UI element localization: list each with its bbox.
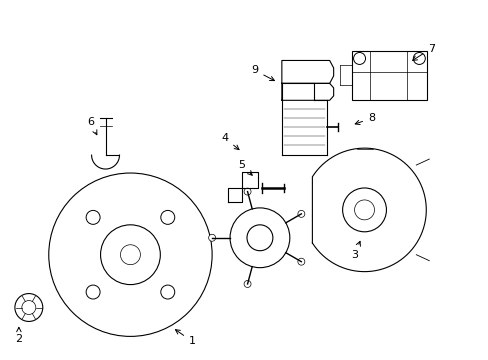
Text: 3: 3 [350, 241, 360, 260]
Circle shape [297, 210, 304, 217]
Text: 5: 5 [238, 160, 252, 175]
Circle shape [244, 188, 250, 195]
Text: 7: 7 [412, 44, 434, 60]
Circle shape [297, 258, 304, 265]
Text: 2: 2 [15, 327, 22, 345]
Text: 8: 8 [354, 113, 374, 125]
Circle shape [208, 234, 215, 241]
Circle shape [244, 280, 250, 287]
Text: 4: 4 [221, 133, 239, 150]
Text: 9: 9 [251, 66, 274, 81]
Text: 1: 1 [175, 330, 195, 346]
Text: 6: 6 [87, 117, 97, 135]
